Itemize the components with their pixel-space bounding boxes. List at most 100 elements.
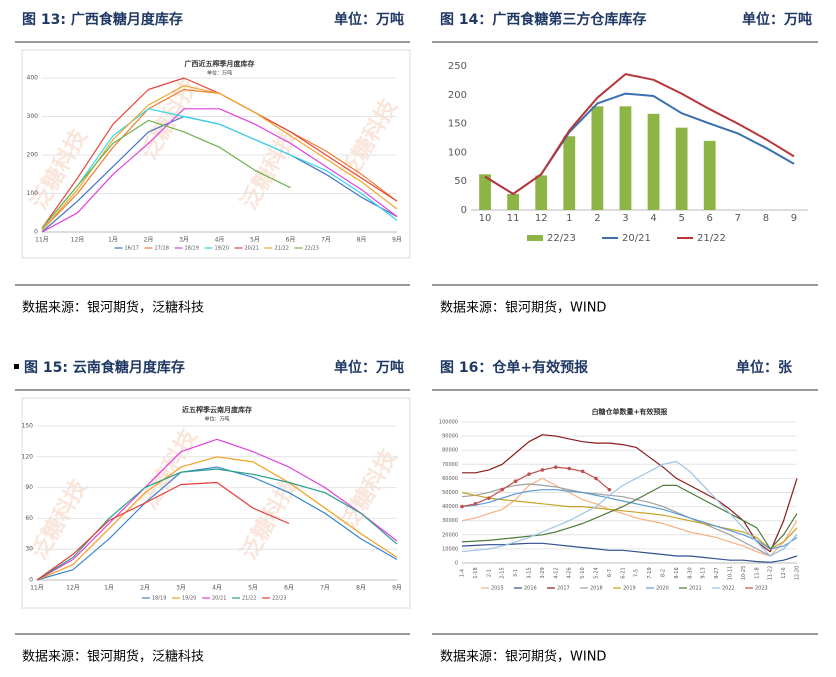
x-tick-label: 3-15 bbox=[527, 567, 533, 578]
x-tick-label: 4-26 bbox=[567, 567, 573, 578]
point bbox=[500, 487, 505, 492]
x-tick-label: 12月 bbox=[71, 237, 85, 244]
x-tick-label: 9 bbox=[791, 213, 797, 224]
x-tick-label: 7 bbox=[735, 213, 741, 224]
legend-label: 20/21 bbox=[245, 246, 259, 252]
x-tick-label: 5月 bbox=[250, 237, 260, 244]
x-tick-label: 9-13 bbox=[701, 567, 707, 578]
series-line bbox=[461, 489, 798, 550]
series-line bbox=[36, 466, 398, 581]
series-line bbox=[461, 484, 798, 550]
point bbox=[540, 468, 545, 472]
series-line bbox=[36, 438, 398, 581]
bar bbox=[619, 106, 632, 210]
y-tick-label: 200 bbox=[27, 152, 39, 159]
y-tick-label: 100 bbox=[27, 190, 39, 197]
x-tick-label: 10-11 bbox=[728, 566, 734, 581]
x-tick-label: 1月 bbox=[104, 585, 114, 592]
y-tick-label: 150 bbox=[22, 423, 34, 430]
source: 数据来源：银河期货，泛糖科技 bbox=[22, 300, 204, 316]
y-tick-label: 0 bbox=[34, 229, 38, 236]
y-tick-label: 90 bbox=[25, 484, 33, 491]
x-tick-label: 7月 bbox=[320, 585, 330, 592]
legend-label: 2016 bbox=[524, 586, 537, 592]
x-tick-label: 3-1 bbox=[513, 569, 519, 577]
y-tick-label: 70000 bbox=[442, 462, 458, 468]
bar bbox=[591, 106, 604, 210]
legend-label: 22/23 bbox=[272, 596, 286, 602]
point bbox=[580, 469, 585, 474]
y-tick-label: 150 bbox=[448, 119, 467, 130]
legend-label: 2015 bbox=[491, 586, 504, 592]
legend-label: 2017 bbox=[557, 586, 570, 592]
series-line bbox=[461, 466, 610, 508]
x-tick-label: 9-27 bbox=[714, 567, 720, 578]
x-tick-label: 11-22 bbox=[768, 566, 774, 581]
x-tick-label: 4月 bbox=[215, 237, 225, 244]
series-line bbox=[41, 108, 398, 233]
unit: 单位：万吨 bbox=[334, 11, 404, 28]
y-tick-label: 40000 bbox=[442, 504, 458, 510]
y-tick-label: 60 bbox=[25, 515, 33, 522]
series-line bbox=[41, 119, 291, 229]
x-tick-label: 1 bbox=[566, 213, 572, 224]
source: 数据来源：银河期货，WIND bbox=[440, 300, 606, 316]
legend-label: 20/21 bbox=[212, 596, 226, 602]
legend-label: 21/22 bbox=[242, 596, 256, 602]
y-tick-label: 20000 bbox=[442, 532, 458, 538]
x-tick-label: 5-10 bbox=[580, 567, 586, 578]
unit: 单位：万吨 bbox=[334, 359, 404, 376]
x-tick-label: 6 bbox=[707, 213, 713, 224]
x-tick-label: 6-7 bbox=[607, 569, 613, 577]
x-tick-label: 1-4 bbox=[460, 569, 466, 577]
x-tick-label: 11 bbox=[507, 213, 520, 224]
x-tick-label: 4-12 bbox=[553, 567, 559, 578]
y-tick-label: 100000 bbox=[439, 420, 458, 426]
unit: 单位：张 bbox=[736, 359, 793, 376]
legend-label: 18/19 bbox=[152, 596, 166, 602]
bar bbox=[647, 113, 660, 210]
x-tick-label: 6月 bbox=[284, 585, 294, 592]
x-tick-label: 5月 bbox=[248, 585, 258, 592]
series-line bbox=[36, 481, 290, 581]
y-tick-label: 300 bbox=[27, 113, 39, 120]
separators bbox=[15, 41, 818, 635]
series-line bbox=[461, 460, 798, 557]
y-tick-label: 30 bbox=[25, 546, 33, 553]
y-tick-label: 50000 bbox=[442, 490, 458, 496]
x-tick-label: 11月 bbox=[35, 237, 49, 244]
point bbox=[513, 479, 518, 484]
bar bbox=[703, 140, 716, 210]
x-tick-label: 8月 bbox=[357, 237, 367, 244]
point bbox=[607, 487, 612, 492]
x-tick-label: 8-30 bbox=[687, 567, 693, 578]
legend-label: 2019 bbox=[623, 586, 636, 592]
legend-label: 21/22 bbox=[697, 233, 726, 244]
x-tick-label: 7-5 bbox=[634, 569, 640, 577]
x-tick-label: 5 bbox=[678, 213, 684, 224]
point bbox=[460, 504, 464, 509]
series-line bbox=[36, 456, 398, 581]
x-tick-label: 2 bbox=[594, 213, 600, 224]
bar bbox=[675, 127, 688, 210]
x-tick-label: 2月 bbox=[140, 585, 150, 592]
chart-subtitle: 单位：万吨 bbox=[204, 416, 229, 423]
point bbox=[487, 496, 491, 500]
bullet bbox=[14, 364, 19, 369]
legend-label: 22/23 bbox=[547, 233, 576, 244]
legend-label: 2021 bbox=[689, 586, 702, 592]
y-tick-label: 50 bbox=[454, 176, 467, 187]
legend-label: 17/18 bbox=[155, 246, 169, 252]
y-tick-label: 250 bbox=[448, 61, 467, 72]
x-tick-label: 10 bbox=[479, 213, 492, 224]
x-tick-label: 11-8 bbox=[754, 567, 760, 578]
series-line bbox=[41, 108, 398, 229]
x-tick-label: 2-15 bbox=[500, 567, 506, 578]
y-tick-label: 30000 bbox=[442, 518, 458, 524]
legend-label: 2022 bbox=[722, 586, 735, 592]
legend-label: 19/20 bbox=[182, 596, 196, 602]
legend-label: 20/21 bbox=[622, 233, 651, 244]
bar bbox=[535, 175, 548, 210]
